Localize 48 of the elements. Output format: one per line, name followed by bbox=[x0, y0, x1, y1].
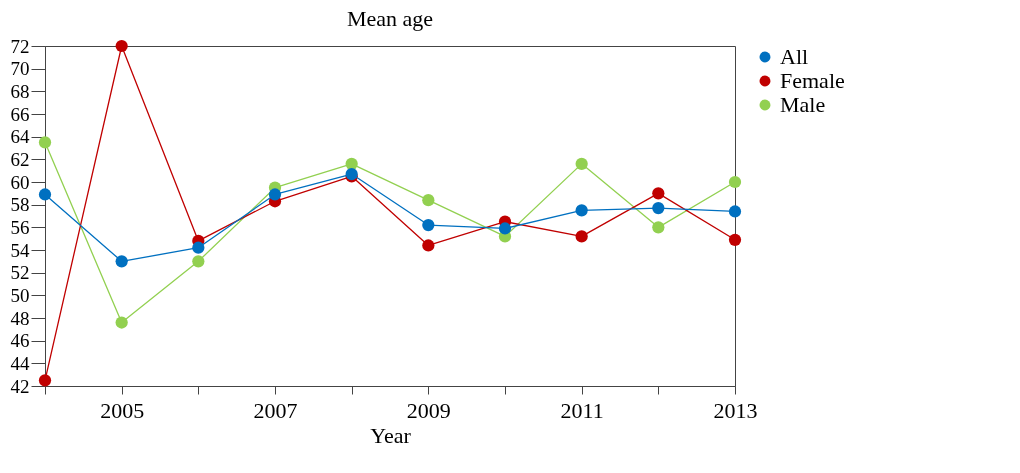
y-tick-label: 56 bbox=[10, 216, 30, 238]
y-tick-label: 42 bbox=[10, 375, 30, 397]
legend-label: All bbox=[780, 44, 809, 69]
y-tick-label: 68 bbox=[10, 80, 30, 102]
point bbox=[575, 204, 588, 217]
legend-label: Male bbox=[780, 92, 826, 117]
point bbox=[115, 255, 128, 268]
legend-label: Female bbox=[780, 68, 845, 93]
y-tick-label: 62 bbox=[10, 148, 30, 170]
y-tick-label: 64 bbox=[10, 126, 30, 148]
point bbox=[38, 136, 52, 149]
x-tick-label: 2005 bbox=[100, 397, 145, 423]
y-tick-label: 66 bbox=[10, 103, 30, 125]
y-tick-label: 54 bbox=[10, 239, 30, 261]
x-tick-label: 2011 bbox=[560, 397, 604, 423]
y-tick-label: 58 bbox=[10, 194, 30, 216]
y-tick-label: 72 bbox=[10, 35, 30, 57]
y-tick-label: 50 bbox=[10, 284, 30, 306]
point bbox=[652, 201, 665, 215]
point bbox=[115, 316, 128, 329]
point bbox=[422, 239, 435, 252]
point bbox=[38, 374, 52, 387]
point bbox=[422, 194, 435, 207]
y-tick-label: 70 bbox=[10, 58, 30, 80]
y-tick-label: 46 bbox=[10, 330, 30, 352]
point bbox=[575, 230, 588, 243]
y-tick-label: 44 bbox=[10, 352, 30, 374]
point bbox=[192, 255, 205, 268]
x-tick-label: 2009 bbox=[406, 397, 451, 423]
point bbox=[575, 157, 588, 170]
point bbox=[422, 218, 435, 232]
point bbox=[728, 205, 742, 218]
x-tick-label: 2007 bbox=[253, 397, 298, 423]
x-tick-label: 2013 bbox=[713, 397, 758, 423]
point bbox=[498, 222, 512, 235]
y-tick-label: 52 bbox=[10, 262, 30, 284]
point bbox=[192, 241, 205, 254]
point bbox=[728, 175, 742, 189]
point bbox=[652, 221, 665, 234]
point bbox=[728, 233, 742, 246]
chart-title: Mean age bbox=[346, 6, 434, 31]
point bbox=[115, 39, 128, 53]
y-tick-label: 60 bbox=[10, 171, 30, 193]
point bbox=[38, 188, 52, 201]
y-tick-label: 48 bbox=[10, 307, 30, 329]
x-axis-title: Year bbox=[370, 422, 412, 448]
point bbox=[268, 188, 282, 201]
point bbox=[652, 187, 665, 200]
